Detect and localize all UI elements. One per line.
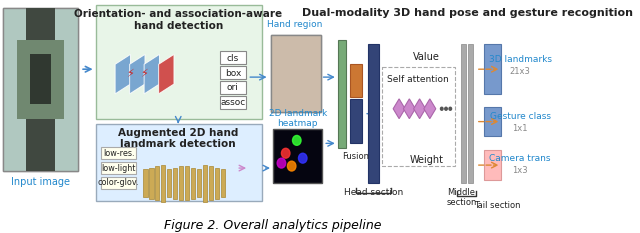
- Bar: [26, 8, 56, 171]
- Bar: [484, 150, 502, 180]
- Text: Camera trans: Camera trans: [490, 154, 551, 163]
- Bar: [349, 64, 362, 97]
- FancyBboxPatch shape: [220, 51, 246, 64]
- Text: Weight: Weight: [410, 155, 444, 165]
- Text: low-light: low-light: [101, 164, 136, 173]
- Bar: [3, 8, 79, 171]
- FancyBboxPatch shape: [271, 35, 321, 112]
- FancyBboxPatch shape: [95, 5, 262, 119]
- Bar: [143, 169, 148, 197]
- Text: assoc: assoc: [220, 98, 246, 107]
- Text: Hand region: Hand region: [268, 20, 323, 29]
- Bar: [161, 165, 166, 202]
- Bar: [197, 169, 201, 197]
- Text: Head section: Head section: [344, 188, 403, 197]
- Bar: [149, 168, 154, 199]
- Polygon shape: [115, 54, 131, 94]
- Text: ⚡: ⚡: [140, 69, 148, 79]
- Bar: [173, 168, 177, 199]
- Bar: [215, 168, 219, 199]
- Polygon shape: [403, 99, 415, 119]
- Bar: [156, 166, 159, 200]
- Text: Fusion: Fusion: [342, 152, 369, 161]
- Bar: [179, 166, 183, 200]
- Circle shape: [282, 148, 290, 158]
- FancyBboxPatch shape: [102, 147, 136, 159]
- Bar: [349, 99, 362, 143]
- Bar: [185, 166, 189, 200]
- Polygon shape: [130, 54, 145, 94]
- Bar: [369, 45, 379, 183]
- Text: ori: ori: [227, 83, 239, 93]
- Circle shape: [449, 107, 452, 110]
- Polygon shape: [159, 54, 174, 94]
- Bar: [221, 169, 225, 197]
- Text: low-res.: low-res.: [103, 149, 134, 158]
- Bar: [468, 45, 474, 183]
- Text: Figure 2. Overall analytics pipeline: Figure 2. Overall analytics pipeline: [164, 219, 381, 232]
- Bar: [167, 169, 172, 197]
- Text: 1x3: 1x3: [513, 165, 528, 175]
- Bar: [191, 168, 195, 199]
- Text: Augmented 2D hand
landmark detection: Augmented 2D hand landmark detection: [118, 128, 239, 149]
- Text: Middle
section: Middle section: [446, 188, 477, 207]
- Bar: [30, 54, 51, 104]
- Bar: [461, 45, 466, 183]
- FancyBboxPatch shape: [220, 66, 246, 79]
- Bar: [17, 40, 64, 119]
- FancyBboxPatch shape: [220, 81, 246, 94]
- Circle shape: [287, 161, 296, 171]
- Text: Self attention: Self attention: [387, 75, 449, 84]
- Text: color-glov.: color-glov.: [98, 178, 140, 187]
- FancyBboxPatch shape: [102, 177, 136, 189]
- Bar: [338, 40, 346, 148]
- Circle shape: [292, 135, 301, 145]
- Text: Input image: Input image: [12, 177, 70, 187]
- Text: Dual-modality 3D hand pose and gesture recognition: Dual-modality 3D hand pose and gesture r…: [302, 8, 633, 18]
- Polygon shape: [393, 99, 405, 119]
- Circle shape: [440, 107, 443, 110]
- Text: Tail section: Tail section: [474, 201, 521, 210]
- Text: box: box: [225, 69, 241, 78]
- Circle shape: [445, 107, 447, 110]
- Polygon shape: [413, 99, 426, 119]
- Bar: [484, 107, 502, 137]
- Text: 2D landmark
heatmap: 2D landmark heatmap: [269, 109, 327, 128]
- Text: Gesture class: Gesture class: [490, 112, 550, 121]
- FancyBboxPatch shape: [102, 162, 136, 174]
- Text: Value: Value: [413, 52, 440, 62]
- Text: Orientation- and association-aware
hand detection: Orientation- and association-aware hand …: [74, 9, 282, 31]
- FancyBboxPatch shape: [273, 129, 323, 183]
- Circle shape: [298, 153, 307, 163]
- FancyBboxPatch shape: [95, 123, 262, 201]
- Text: ⚡: ⚡: [125, 69, 134, 79]
- Polygon shape: [144, 54, 159, 94]
- Text: 1x1: 1x1: [513, 124, 528, 133]
- Bar: [484, 45, 502, 94]
- Bar: [203, 165, 207, 202]
- Bar: [209, 166, 213, 200]
- Text: cls: cls: [227, 54, 239, 63]
- Bar: [271, 35, 321, 112]
- Text: 3D landmarks: 3D landmarks: [489, 55, 552, 64]
- Circle shape: [277, 158, 285, 168]
- FancyBboxPatch shape: [220, 96, 246, 109]
- FancyBboxPatch shape: [3, 8, 79, 171]
- Polygon shape: [424, 99, 436, 119]
- Text: 21x3: 21x3: [510, 67, 531, 76]
